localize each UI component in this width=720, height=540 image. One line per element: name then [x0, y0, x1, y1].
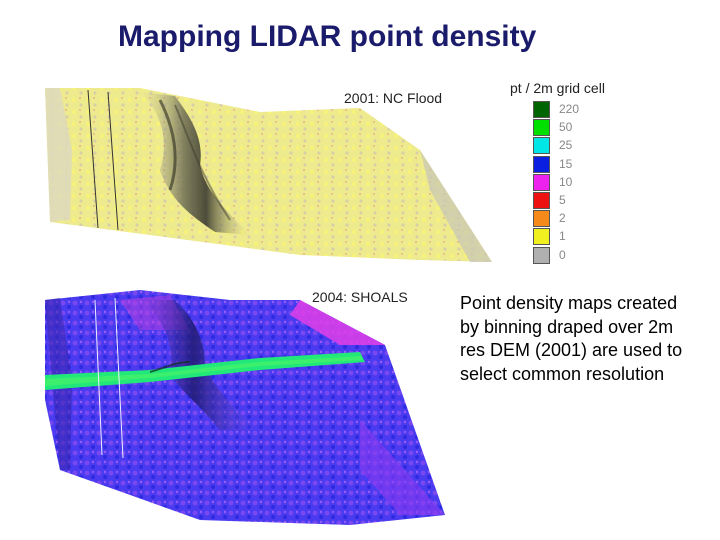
legend-swatch — [533, 155, 550, 173]
legend-value: 25 — [559, 138, 573, 153]
legend-item: 5 — [533, 191, 593, 209]
legend-swatch — [533, 137, 550, 155]
legend-swatch — [533, 246, 550, 264]
legend-value: 5 — [559, 192, 566, 207]
legend-item: 0 — [533, 246, 593, 264]
legend-value: 10 — [559, 174, 573, 189]
panel-label-2004: 2004: SHOALS — [312, 289, 408, 305]
legend-item: 1 — [533, 227, 593, 246]
legend-item: 50 — [533, 118, 593, 137]
legend-swatch — [533, 228, 550, 246]
legend-value: 2 — [559, 211, 566, 226]
description-text: Point density maps created by binning dr… — [460, 293, 683, 384]
legend-swatch — [533, 191, 550, 209]
panel-label-2001: 2001: NC Flood — [344, 90, 443, 106]
legend-swatch — [533, 101, 550, 118]
density-legend: 220 50 25 15 10 5 2 1 0 — [533, 100, 593, 264]
legend-title: pt / 2m grid cell — [510, 80, 605, 96]
legend-item: 220 — [533, 100, 593, 118]
slide-title: Mapping LIDAR point density — [118, 20, 537, 53]
legend-item: 2 — [533, 209, 593, 228]
legend-value: 220 — [559, 102, 580, 116]
legend-value: 1 — [559, 229, 566, 244]
legend-swatch — [533, 210, 550, 228]
terrain-2004 — [45, 290, 445, 525]
legend-item: 15 — [533, 155, 593, 173]
terrain-2001 — [45, 88, 492, 262]
legend-swatch — [533, 173, 550, 191]
legend-item: 10 — [533, 173, 593, 191]
legend-swatch — [533, 119, 550, 137]
legend-value: 15 — [559, 156, 573, 171]
legend-item: 25 — [533, 136, 593, 155]
legend-value: 50 — [559, 120, 573, 135]
legend-value: 0 — [559, 247, 566, 262]
